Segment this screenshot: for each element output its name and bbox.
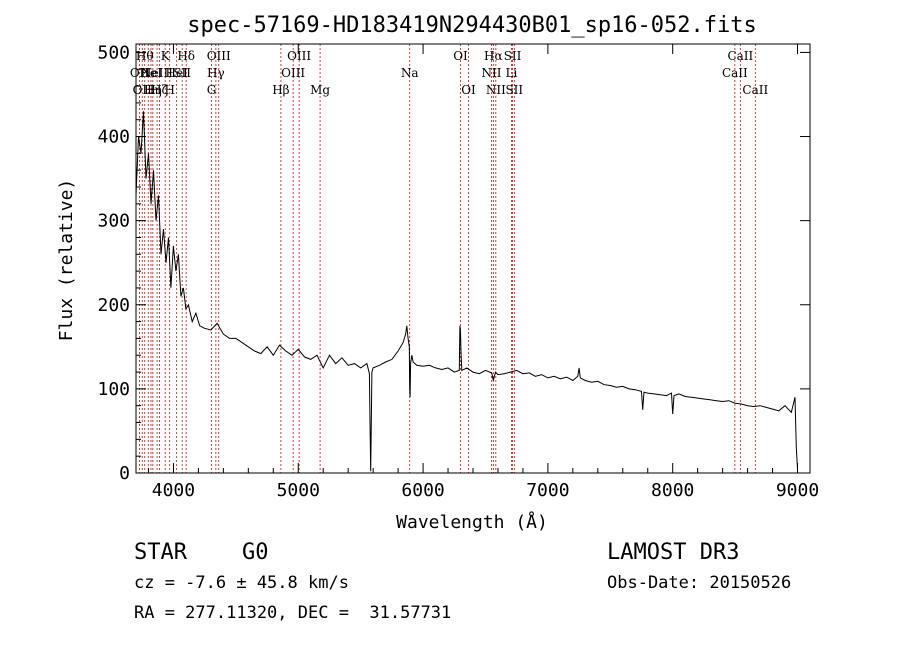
observation-date: Obs-Date: 20150526 (607, 573, 792, 593)
line-label-12: Hδ (177, 49, 195, 63)
survey-name: LAMOST DR3 (607, 540, 740, 565)
line-label-7: Hζ (151, 83, 168, 97)
spectrum-line (135, 111, 798, 472)
line-label-5: Hη (144, 83, 162, 97)
x-tick-label-3: 7000 (526, 480, 569, 501)
plot-frame (135, 43, 811, 474)
y-tick-label-0: 0 (119, 463, 130, 484)
x-tick-label-4: 8000 (651, 480, 694, 501)
y-tick-label-1: 100 (97, 379, 130, 400)
line-label-3: He (139, 66, 157, 80)
emission-line-labels: OIIOIIHθHeHeIHηNeIIIHζKHHeISIIHδGHγOIIIH… (130, 49, 769, 97)
object-subclass: G0 (242, 540, 269, 565)
chart-title: spec-57169-HD183419N294430B01_sp16-052.f… (187, 13, 757, 38)
line-label-11: SII (173, 66, 191, 80)
line-label-2: Hθ (136, 49, 154, 63)
y-axis-label: Flux (relative) (56, 179, 77, 342)
line-label-18: OIII (287, 49, 311, 63)
line-label-17: OIII (281, 66, 305, 80)
x-axis-label: Wavelength (Å) (396, 511, 548, 533)
line-label-25: NII (486, 83, 506, 97)
line-label-16: Hβ (272, 83, 289, 97)
line-label-24: Hα (484, 49, 503, 63)
x-tick-label-0: 4000 (152, 480, 195, 501)
line-label-0: OII (130, 66, 150, 80)
line-label-4: HeI (140, 66, 163, 80)
line-label-20: Na (401, 66, 419, 80)
line-label-10: HeI (166, 66, 189, 80)
line-label-19: Mg (310, 83, 330, 97)
redshift-value: cz = -7.6 ± 45.8 km/s (134, 573, 349, 593)
x-tick-label-5: 9000 (776, 480, 819, 501)
line-label-27: SII (504, 49, 522, 63)
y-tick-label-3: 300 (97, 211, 130, 232)
line-label-8: K (161, 49, 171, 63)
x-axis-ticks: 4000 5000 6000 7000 8000 9000 (147, 44, 819, 501)
line-label-14: Hγ (207, 66, 225, 80)
line-label-28: SII (505, 83, 523, 97)
x-tick-label-2: 6000 (401, 480, 444, 501)
line-label-26: Li (506, 66, 518, 80)
line-label-6: NeIII (141, 66, 173, 80)
line-label-23: NII (481, 66, 501, 80)
y-axis-ticks: 0 100 200 300 400 500 (97, 42, 810, 484)
y-tick-label-4: 400 (97, 127, 130, 148)
line-label-15: OIII (207, 49, 231, 63)
line-label-29: CaII (722, 66, 748, 80)
line-label-22: OI (461, 83, 476, 97)
x-tick-label-1: 5000 (277, 480, 320, 501)
object-class: STAR (134, 540, 187, 565)
coordinates: RA = 277.11320, DEC = 31.57731 (134, 603, 452, 623)
line-label-31: CaII (742, 83, 768, 97)
line-label-21: OI (453, 49, 468, 63)
emission-line-markers (139, 44, 756, 473)
y-tick-label-2: 200 (97, 295, 130, 316)
y-tick-label-5: 500 (97, 42, 130, 63)
line-label-30: CaII (727, 49, 753, 63)
line-label-13: G (207, 83, 217, 97)
line-label-9: H (164, 83, 174, 97)
